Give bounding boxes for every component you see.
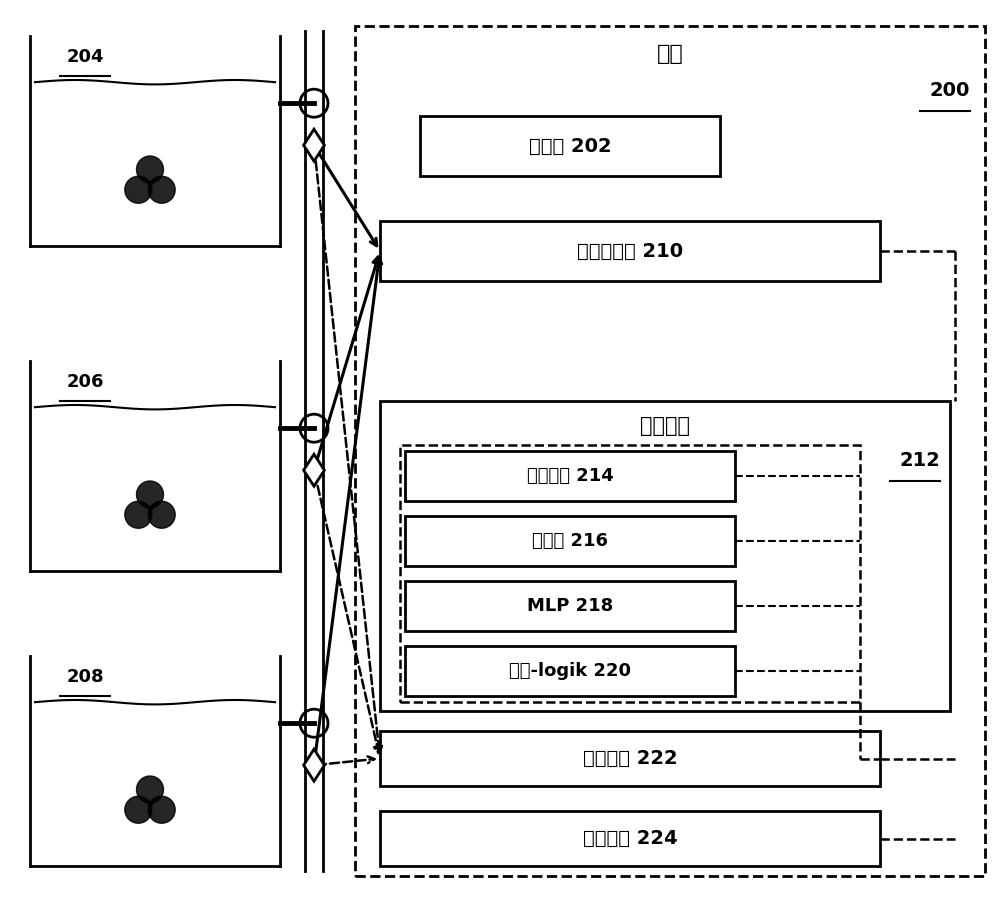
- Polygon shape: [137, 776, 163, 803]
- Text: 处理器 202: 处理器 202: [529, 136, 611, 156]
- Bar: [405, 451, 735, 501]
- Text: 200: 200: [930, 81, 970, 101]
- Polygon shape: [125, 177, 152, 204]
- Bar: [380, 811, 880, 866]
- Text: 代谢模型 214: 代谢模型 214: [527, 467, 613, 485]
- Text: 用户界面 224: 用户界面 224: [583, 829, 677, 848]
- Bar: [380, 731, 880, 786]
- Text: 测量值界面 210: 测量值界面 210: [577, 241, 683, 260]
- Bar: [355, 26, 985, 876]
- Bar: [405, 516, 735, 566]
- Text: 212: 212: [899, 451, 940, 470]
- Text: 206: 206: [66, 373, 104, 391]
- Text: 程序-logik 220: 程序-logik 220: [509, 662, 631, 680]
- Polygon shape: [148, 796, 175, 824]
- Polygon shape: [125, 501, 152, 528]
- Text: 系统: 系统: [657, 44, 683, 64]
- Bar: [405, 646, 735, 696]
- Polygon shape: [304, 750, 324, 781]
- Text: 存储介质: 存储介质: [640, 416, 690, 436]
- Polygon shape: [304, 454, 324, 487]
- Text: 参照值 216: 参照值 216: [532, 532, 608, 550]
- Bar: [380, 221, 880, 281]
- Text: 208: 208: [66, 668, 104, 686]
- Polygon shape: [137, 481, 163, 508]
- Polygon shape: [148, 177, 175, 204]
- Text: MLP 218: MLP 218: [527, 597, 613, 615]
- Text: 204: 204: [66, 48, 104, 66]
- Bar: [380, 401, 950, 711]
- Text: 控制界面 222: 控制界面 222: [583, 749, 677, 768]
- Bar: [420, 116, 720, 176]
- Polygon shape: [304, 129, 324, 161]
- Bar: [400, 445, 860, 702]
- Polygon shape: [125, 796, 152, 824]
- Bar: [405, 581, 735, 631]
- Polygon shape: [148, 501, 175, 528]
- Polygon shape: [137, 156, 163, 183]
